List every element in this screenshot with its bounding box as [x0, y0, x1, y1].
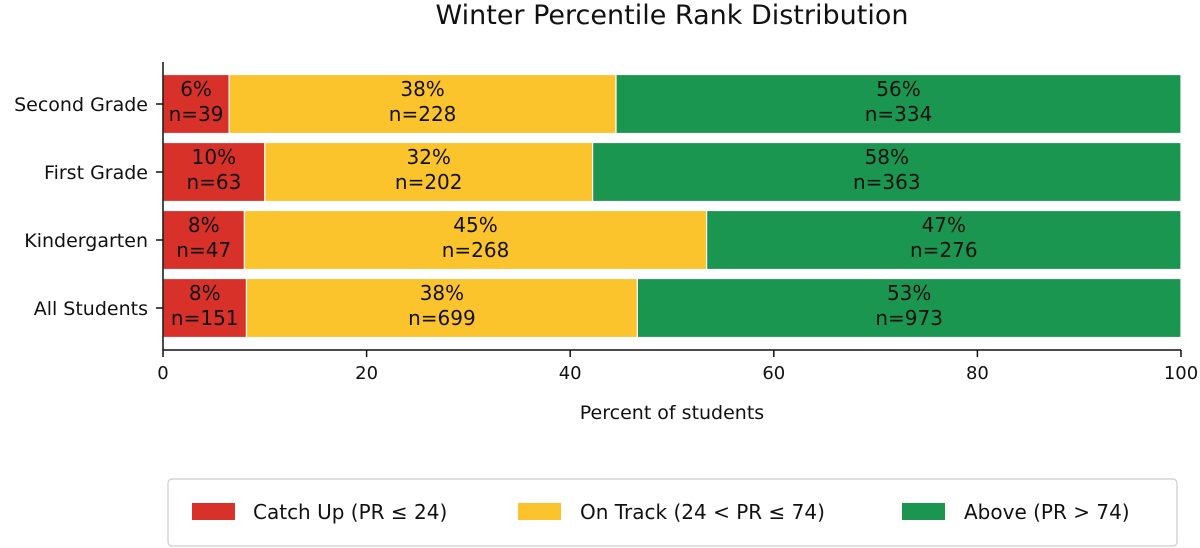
legend-swatch — [518, 503, 561, 520]
bar-segment — [162, 73, 230, 135]
bar-percent-label: 47% — [922, 213, 966, 237]
bar-segment — [615, 73, 1182, 135]
bar-segment — [591, 141, 1182, 203]
bar-count-label: n=39 — [169, 102, 224, 126]
bar-percent-label: 58% — [865, 145, 909, 169]
bar-count-label: n=276 — [910, 238, 978, 262]
chart-title: Winter Percentile Rank Distribution — [436, 0, 909, 31]
axes-group: Second Grade First Grade Kindergarten All S… — [14, 62, 1198, 384]
legend-label: Above (PR > 74) — [964, 500, 1130, 524]
bar-segment — [162, 141, 266, 203]
x-tick-label: 100 — [1164, 363, 1198, 384]
bar-percent-label: 8% — [189, 281, 221, 305]
legend-swatch — [902, 503, 945, 520]
bar-count-label: n=228 — [389, 102, 457, 126]
bar-percent-label: 6% — [180, 77, 212, 101]
legend-frame — [167, 478, 1178, 547]
bar-percent-label: 38% — [420, 281, 464, 305]
legend: Catch Up (PR ≤ 24) On Track (24 < PR ≤ 74… — [167, 478, 1178, 547]
bar-segment — [228, 73, 617, 135]
bar-count-label: n=151 — [171, 306, 239, 330]
y-tick-label: All Students — [34, 298, 148, 320]
bar-count-label: n=334 — [865, 102, 933, 126]
bar-count-label: n=202 — [395, 170, 463, 194]
bars-group: 6%n=3938%n=22856%n=33410%n=6332%n=20258%… — [162, 73, 1182, 339]
bar-count-label: n=47 — [176, 238, 231, 262]
bar-percent-label: 45% — [453, 213, 497, 237]
x-tick-label: 0 — [157, 363, 168, 384]
legend-label: Catch Up (PR ≤ 24) — [253, 500, 447, 524]
bar-percent-label: 8% — [188, 213, 220, 237]
bar-percent-label: 32% — [406, 145, 450, 169]
bar-percent-label: 56% — [876, 77, 920, 101]
bar-percent-label: 53% — [887, 281, 931, 305]
bar-segment — [264, 141, 594, 203]
bar-count-label: n=699 — [408, 306, 476, 330]
x-tick-label: 20 — [355, 363, 378, 384]
bar-percent-label: 10% — [192, 145, 236, 169]
y-tick-label: Second Grade — [14, 94, 148, 116]
bar-segment — [162, 277, 248, 339]
bar-segment — [706, 209, 1182, 271]
bar-percent-label: 38% — [400, 77, 444, 101]
x-axis-title: Percent of students — [580, 402, 764, 424]
bar-segment — [243, 209, 708, 271]
x-tick-label: 80 — [966, 363, 989, 384]
bar-count-label: n=268 — [442, 238, 510, 262]
x-tick-label: 60 — [762, 363, 785, 384]
bar-segment — [162, 209, 246, 271]
x-tick-label: 40 — [559, 363, 582, 384]
bar-count-label: n=973 — [875, 306, 943, 330]
y-tick-label: First Grade — [44, 162, 148, 184]
legend-swatch — [192, 503, 235, 520]
bar-count-label: n=63 — [186, 170, 241, 194]
y-tick-label: Kindergarten — [24, 230, 148, 252]
bar-segment — [636, 277, 1182, 339]
bar-count-label: n=363 — [853, 170, 921, 194]
legend-label: On Track (24 < PR ≤ 74) — [580, 500, 825, 524]
